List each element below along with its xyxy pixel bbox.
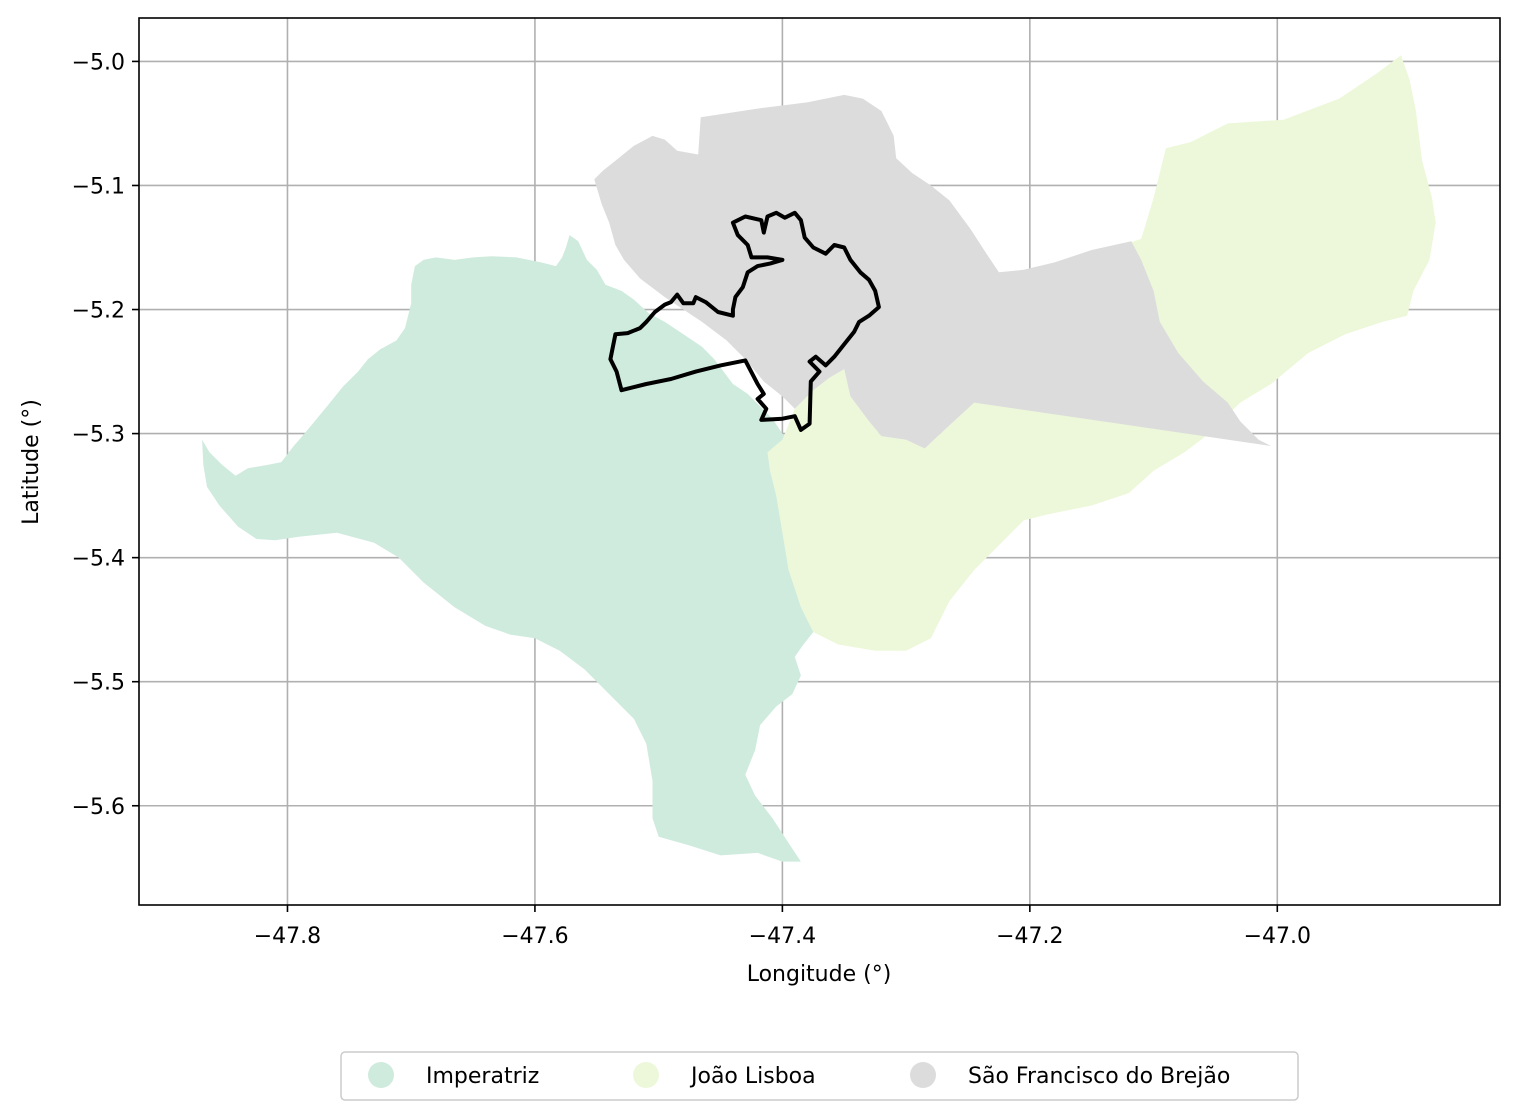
y-tick-label: −5.1 xyxy=(72,174,125,199)
legend-item: João Lisboa xyxy=(633,1062,816,1089)
legend-frame xyxy=(340,1051,1299,1101)
y-tick-label: −5.5 xyxy=(72,671,125,696)
y-axis-label: Latitude (°) xyxy=(19,399,44,525)
legend-item: São Francisco do Brejão xyxy=(910,1062,1230,1089)
boundary-outline xyxy=(608,210,881,432)
x-tick-label: −47.8 xyxy=(254,924,321,949)
legend-label: São Francisco do Brejão xyxy=(968,1064,1230,1089)
y-tick-label: −5.3 xyxy=(72,423,125,448)
y-tick-label: −5.4 xyxy=(72,547,125,572)
map-regions xyxy=(202,55,1436,862)
y-tick-label: −5.2 xyxy=(72,299,125,324)
region-sao-francisco-do-brejao xyxy=(594,94,1272,449)
boundary-outline-layer xyxy=(608,210,881,432)
x-tick-label: −47.4 xyxy=(749,924,816,949)
legend-label: João Lisboa xyxy=(689,1064,816,1089)
x-tick-label: −47.6 xyxy=(501,924,568,949)
legend-marker xyxy=(910,1062,936,1088)
x-axis-label: Longitude (°) xyxy=(747,962,892,987)
legend-label: Imperatriz xyxy=(426,1064,539,1089)
region-imperatriz xyxy=(202,235,867,862)
x-axis-ticks: −47.8 −47.6 −47.4 −47.2 −47.0 xyxy=(254,905,1311,949)
y-axis-ticks: −5.0 −5.1 −5.2 −5.3 −5.4 −5.5 −5.6 xyxy=(72,50,139,820)
x-tick-label: −47.0 xyxy=(1244,924,1311,949)
plot-frame xyxy=(138,17,1501,906)
legend-item: Imperatriz xyxy=(368,1062,539,1089)
legend: Imperatriz João Lisboa São Francisco do Br… xyxy=(340,1051,1299,1101)
legend-marker xyxy=(368,1062,394,1088)
y-tick-label: −5.6 xyxy=(72,795,125,820)
legend-marker xyxy=(633,1062,659,1088)
x-tick-label: −47.2 xyxy=(996,924,1063,949)
y-tick-label: −5.0 xyxy=(72,50,125,75)
